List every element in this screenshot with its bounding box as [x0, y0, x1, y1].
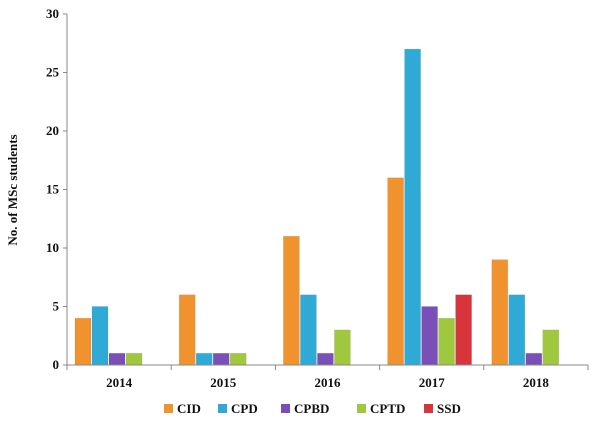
y-tick-label: 5	[53, 299, 60, 314]
y-tick-label: 10	[46, 240, 59, 255]
bar-cpbd-2017	[421, 306, 438, 366]
bar-cid-2014	[74, 317, 92, 366]
bar-cpbd-2014	[108, 353, 126, 366]
legend-label: SSD	[437, 401, 461, 416]
y-tick-label: 30	[46, 6, 59, 21]
bar-cptd-2018	[542, 329, 560, 366]
legend-label: CPTD	[370, 401, 405, 416]
x-tick-label: 2016	[315, 375, 342, 390]
x-tick-label: 2017	[419, 375, 446, 390]
y-tick-label: 15	[46, 182, 60, 197]
bar-cptd-2017	[438, 317, 455, 366]
bar-cpd-2015	[195, 353, 213, 366]
legend-swatch	[424, 404, 433, 413]
x-tick-label: 2018	[523, 375, 550, 390]
bar-cptd-2015	[229, 353, 247, 366]
y-tick-label: 25	[46, 65, 60, 80]
legend-swatch	[281, 404, 290, 413]
legend-item-cpd: CPD	[218, 401, 258, 416]
bar-cid-2016	[283, 236, 300, 366]
y-axis-title: No. of MSc students	[5, 134, 20, 245]
legend-label: CPD	[231, 401, 258, 416]
bar-cptd-2016	[334, 329, 351, 366]
plot-area	[74, 48, 560, 366]
legend-swatch	[218, 404, 227, 413]
legend-item-ssd: SSD	[424, 401, 461, 416]
bar-cid-2017	[387, 177, 404, 366]
x-tick-label: 2014	[106, 375, 133, 390]
y-tick-label: 0	[53, 357, 60, 372]
legend-label: CID	[177, 401, 201, 416]
bar-cpd-2016	[300, 294, 317, 366]
legend-label: CPBD	[294, 401, 329, 416]
bar-cid-2015	[178, 294, 196, 366]
legend-item-cptd: CPTD	[357, 401, 405, 416]
legend-item-cpbd: CPBD	[281, 401, 329, 416]
legend: CID CPD CPBD CPTD SSD	[164, 401, 461, 416]
axes: 0 5 10 15 20 25 30 2014 2015 2016 2017 2018	[46, 6, 589, 390]
legend-swatch	[357, 404, 366, 413]
legend-swatch	[164, 404, 173, 413]
bar-cptd-2014	[125, 353, 143, 366]
bar-cid-2018	[491, 259, 509, 366]
bar-cpd-2014	[91, 306, 109, 366]
bar-cpd-2017	[404, 48, 421, 366]
bar-cpbd-2015	[212, 353, 230, 366]
bar-ssd-2017	[455, 294, 472, 366]
bar-cpd-2018	[508, 294, 526, 366]
bar-cpbd-2018	[525, 353, 543, 366]
bar-cpbd-2016	[317, 353, 334, 366]
legend-item-cid: CID	[164, 401, 201, 416]
y-tick-label: 20	[46, 123, 59, 138]
x-tick-label: 2015	[210, 375, 237, 390]
